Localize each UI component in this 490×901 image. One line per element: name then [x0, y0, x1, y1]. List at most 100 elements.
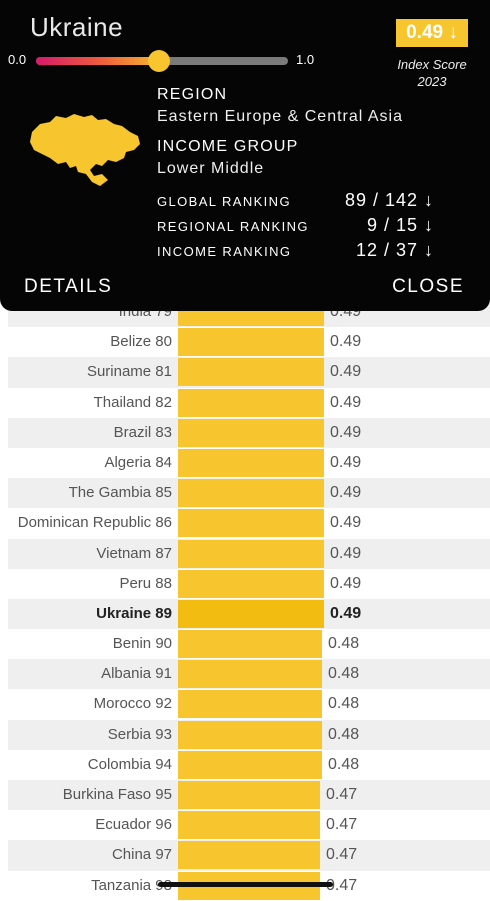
- ranking-bar: [178, 479, 324, 508]
- income-group-value: Lower Middle: [157, 160, 265, 177]
- regional-ranking-value: 9 / 15 ↓: [366, 215, 434, 235]
- slider-max-label: 1.0: [296, 52, 315, 67]
- home-indicator[interactable]: [158, 882, 333, 887]
- ranking-bar: [178, 539, 324, 568]
- ranking-country: Serbia 93: [107, 725, 172, 743]
- ukraine-map-icon: [30, 114, 140, 186]
- index-score-year: 2023: [417, 74, 447, 89]
- ranking-country: China 97: [111, 846, 172, 864]
- ukraine-map-shape: [30, 114, 140, 186]
- ranking-bar: [178, 811, 320, 840]
- ranking-score: 0.49: [330, 333, 362, 351]
- ranking-bar: [178, 388, 324, 417]
- ranking-score: 0.47: [326, 876, 358, 894]
- ranking-row[interactable]: Ukraine 89 0.49: [8, 598, 490, 630]
- ranking-country: Ukraine 89: [96, 604, 172, 622]
- index-score-badge: 0.49 ↓: [396, 19, 468, 47]
- country-detail-card: Ukraine 0.0 1.0 0.49 ↓ Index Score 2023 …: [0, 0, 490, 311]
- ranking-bar: [178, 720, 322, 749]
- ranking-score: 0.49: [330, 484, 362, 502]
- global-ranking-label: GLOBAL RANKING: [157, 194, 291, 209]
- ranking-country: Albania 91: [101, 665, 172, 683]
- ranking-list[interactable]: India 79 0.49 Belize 80 0.49 Suriname 81 0.49…: [0, 297, 490, 901]
- region-value: Eastern Europe & Central Asia: [157, 108, 404, 125]
- ranking-row[interactable]: Vietnam 87 0.49: [8, 538, 490, 569]
- ranking-bar: [178, 328, 324, 357]
- ranking-bar: [178, 660, 322, 689]
- ranking-score: 0.49: [330, 544, 362, 562]
- details-button[interactable]: DETAILS: [24, 276, 113, 297]
- ranking-score: 0.49: [330, 574, 362, 592]
- ranking-score: 0.47: [326, 816, 358, 834]
- ranking-country: Dominican Republic 86: [17, 514, 172, 532]
- ranking-row[interactable]: Thailand 82 0.49: [8, 388, 490, 418]
- ranking-row[interactable]: Benin 90 0.48: [8, 629, 490, 659]
- ranking-score: 0.47: [326, 786, 358, 803]
- ranking-score: 0.47: [326, 846, 358, 864]
- ranking-row[interactable]: Morocco 92 0.48: [8, 689, 490, 719]
- ranking-bar: [178, 569, 324, 598]
- income-ranking-value: 12 / 37 ↓: [355, 240, 434, 260]
- ranking-score: 0.49: [330, 604, 362, 622]
- ranking-score: 0.48: [328, 665, 360, 683]
- ranking-bar: [178, 690, 322, 719]
- ranking-bar: [178, 509, 324, 538]
- index-score-label-text: Index Score: [397, 57, 467, 72]
- ranking-country: Thailand 82: [93, 393, 172, 411]
- ranking-country: Burkina Faso 95: [62, 786, 172, 803]
- ranking-row[interactable]: Ecuador 96 0.47: [8, 810, 490, 840]
- ranking-country: Colombia 94: [87, 755, 172, 773]
- ranking-row[interactable]: China 97 0.47: [8, 840, 490, 871]
- ranking-score: 0.48: [328, 635, 360, 653]
- ranking-country: Peru 88: [119, 574, 172, 592]
- ranking-row[interactable]: The Gambia 85 0.49: [8, 478, 490, 509]
- ranking-country: Belize 80: [110, 333, 172, 351]
- close-button[interactable]: CLOSE: [392, 276, 464, 297]
- slider-min-label: 0.0: [8, 52, 27, 67]
- ranking-row[interactable]: Dominican Republic 86 0.49: [8, 508, 490, 538]
- ranking-bar: [178, 418, 324, 447]
- ranking-country: Brazil 83: [113, 423, 172, 441]
- income-group-label: INCOME GROUP: [157, 138, 299, 155]
- regional-ranking-label: REGIONAL RANKING: [157, 219, 309, 234]
- ranking-country: Morocco 92: [93, 695, 172, 713]
- ranking-bar: [178, 599, 324, 628]
- region-label: REGION: [157, 86, 228, 103]
- ranking-country: Vietnam 87: [96, 544, 172, 562]
- ranking-row[interactable]: Belize 80 0.49: [8, 327, 490, 357]
- ranking-bar: [178, 630, 322, 659]
- ranking-score: 0.48: [328, 725, 360, 743]
- ranking-row[interactable]: Peru 88 0.49: [8, 569, 490, 599]
- score-slider-thumb: [148, 50, 171, 72]
- ranking-bar: [178, 841, 320, 870]
- score-slider-fill: [36, 57, 160, 65]
- ranking-row[interactable]: Albania 91 0.48: [8, 659, 490, 690]
- ranking-score: 0.48: [328, 755, 360, 773]
- ranking-row[interactable]: Serbia 93 0.48: [8, 719, 490, 750]
- ranking-bar: [178, 448, 324, 477]
- ranking-score: 0.49: [330, 453, 362, 471]
- ranking-row[interactable]: Algeria 84 0.49: [8, 448, 490, 478]
- ranking-score: 0.49: [330, 363, 362, 381]
- ranking-country: Ecuador 96: [95, 816, 172, 834]
- ranking-row[interactable]: Brazil 83 0.49: [8, 417, 490, 448]
- ranking-country: Tanzania 98: [91, 876, 172, 894]
- ranking-score: 0.49: [330, 393, 362, 411]
- ranking-country: Suriname 81: [86, 363, 172, 381]
- country-title: Ukraine: [30, 12, 124, 42]
- ranking-country: Benin 90: [112, 635, 172, 653]
- income-ranking-label: INCOME RANKING: [157, 244, 292, 259]
- ranking-score: 0.48: [328, 695, 360, 713]
- ranking-bar: [178, 358, 324, 387]
- ranking-bar: [178, 750, 322, 779]
- ranking-row[interactable]: Burkina Faso 95 0.47: [8, 780, 490, 811]
- ranking-row[interactable]: Suriname 81 0.49: [8, 357, 490, 388]
- ranking-score: 0.49: [330, 423, 362, 441]
- ranking-bar: [178, 781, 320, 809]
- ranking-score: 0.49: [330, 514, 362, 532]
- ranking-row[interactable]: Colombia 94 0.48: [8, 750, 490, 780]
- ranking-country: The Gambia 85: [68, 484, 172, 502]
- ranking-country: Algeria 84: [104, 453, 172, 471]
- index-score-label: Index Score 2023: [390, 56, 474, 90]
- global-ranking-value: 89 / 142 ↓: [344, 190, 434, 210]
